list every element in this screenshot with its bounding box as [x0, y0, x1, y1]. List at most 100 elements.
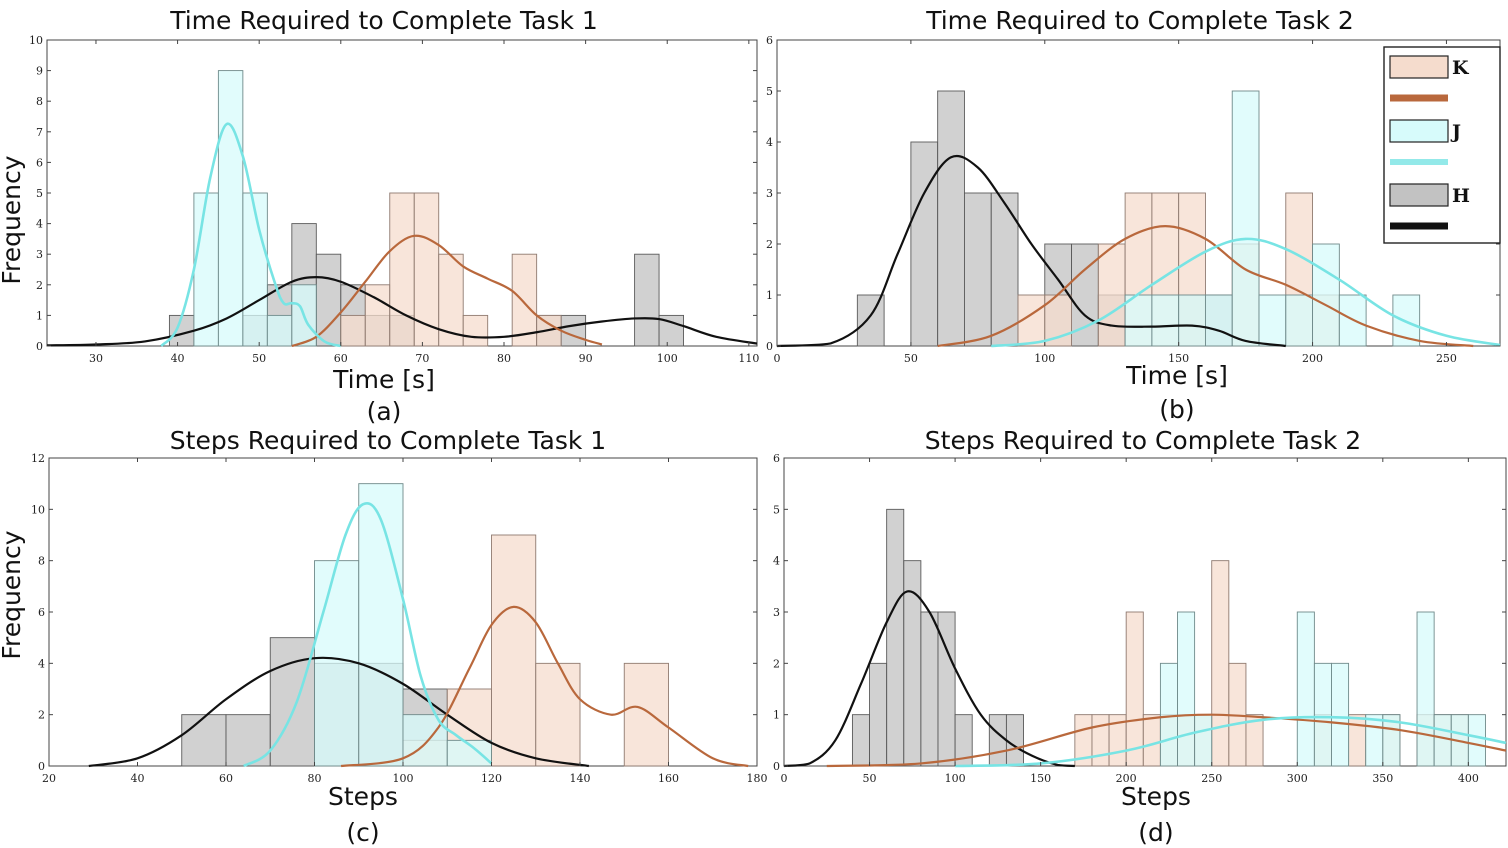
legend-label-j: J	[1450, 121, 1461, 143]
bar-h	[181, 714, 227, 767]
legend-label-k: K	[1452, 57, 1470, 79]
bar-j	[1296, 611, 1315, 767]
x-tick-label: 40	[131, 772, 145, 785]
y-tick-label: 3	[766, 187, 773, 200]
panel-d-plot: 0 50 100 150 200 250 300 350 400 0 1 2 3 4 5 6	[773, 452, 1507, 785]
y-tick-label: 4	[38, 657, 45, 670]
bar-k	[1348, 714, 1367, 767]
x-tick-label: 40	[171, 352, 185, 365]
panel-c-xlabel: Steps	[328, 782, 398, 811]
bar-h	[937, 611, 956, 767]
bar-k	[389, 192, 415, 347]
x-tick-label: 80	[308, 772, 322, 785]
x-tick-label: 70	[415, 352, 429, 365]
x-tick-label: 50	[252, 352, 266, 365]
y-tick-label: 5	[36, 187, 43, 200]
panel-b-caption: (b)	[1159, 395, 1194, 424]
bar-j	[1159, 662, 1178, 767]
y-tick-label: 3	[773, 606, 780, 619]
panel-a-ylabel: Frequency	[0, 155, 26, 284]
y-tick-label: 9	[36, 65, 43, 78]
bar-h	[851, 714, 870, 767]
bar-h	[963, 192, 992, 347]
x-tick-label: 20	[42, 772, 56, 785]
bar-h	[634, 253, 660, 347]
bar-h	[886, 508, 905, 767]
bar-k	[413, 192, 440, 347]
y-tick-label: 8	[36, 95, 43, 108]
bar-j	[1313, 662, 1332, 767]
bar-j	[1194, 714, 1213, 767]
bar-h	[937, 90, 965, 347]
x-tick-label: 250	[1436, 352, 1457, 365]
x-tick-label: 30	[89, 352, 103, 365]
y-tick-label: 12	[31, 452, 45, 465]
x-tick-label: 80	[497, 352, 511, 365]
legend: K J H	[1383, 46, 1501, 244]
y-tick-label: 2	[773, 657, 780, 670]
bar-j	[1467, 714, 1486, 767]
x-tick-label: 180	[747, 772, 768, 785]
bar-k	[1097, 243, 1126, 347]
density-curve-k	[937, 225, 1474, 348]
y-tick-label: 10	[31, 503, 45, 516]
x-tick-label: 150	[1030, 772, 1051, 785]
x-tick-label: 300	[1287, 772, 1308, 785]
density-curve-h	[88, 656, 590, 768]
bar-h	[856, 294, 885, 347]
x-tick-label: 60	[334, 352, 348, 365]
bar-j	[1177, 611, 1196, 767]
y-tick-label: 8	[38, 555, 45, 568]
legend-box	[1383, 46, 1501, 244]
panel-c: Steps Required to Complete Task 1 20 40 60…	[0, 426, 768, 847]
y-tick-label: 4	[36, 218, 43, 231]
y-tick-label: 5	[766, 85, 773, 98]
bar-h	[920, 611, 939, 767]
x-tick-label: 60	[219, 772, 233, 785]
bar-k	[1091, 714, 1110, 767]
density-curve-j	[243, 502, 493, 768]
x-tick-label: 400	[1458, 772, 1479, 785]
density-curve-h	[783, 590, 1075, 768]
bar-h	[988, 714, 1007, 767]
bar-j	[217, 70, 244, 347]
density-curve-h	[776, 154, 1286, 348]
y-tick-label: 0	[36, 340, 43, 353]
bar-k	[511, 253, 538, 347]
x-tick-label: 100	[1034, 352, 1055, 365]
y-tick-label: 5	[773, 503, 780, 516]
panel-a-plot: 30 40 50 60 70 80 90 100 110 0 1 2 3 4 5 6 7 8 9 10	[29, 34, 759, 365]
bar-j	[193, 192, 219, 347]
panel-b-plot: 0 50 100 150 200 250 0 1 2 3 4 5 6	[766, 34, 1501, 365]
y-tick-label: 2	[766, 238, 773, 251]
density-curve-k	[291, 234, 603, 348]
panel-a-caption: (a)	[367, 397, 402, 426]
bar-h	[869, 662, 888, 767]
y-tick-label: 10	[29, 34, 43, 47]
bar-k	[1142, 714, 1161, 767]
panel-b-title: Time Required to Complete Task 2	[925, 6, 1354, 35]
bar-j	[358, 483, 404, 767]
legend-swatch-j	[1389, 119, 1449, 143]
density-curve-j	[160, 122, 342, 348]
x-tick-label: 0	[774, 352, 781, 365]
bar-k	[1125, 611, 1144, 767]
legend-swatch-h	[1389, 183, 1449, 207]
y-tick-label: 0	[773, 760, 780, 773]
density-curve-j	[991, 237, 1501, 348]
panel-a-xlabel: Time [s]	[332, 365, 435, 394]
bar-j	[1178, 294, 1206, 347]
panel-b: Time Required to Complete Task 2 0 50 100 1…	[766, 6, 1501, 424]
legend-label-h: H	[1452, 185, 1470, 207]
bar-k	[340, 314, 366, 347]
legend-swatch-k	[1389, 55, 1449, 79]
panel-c-ylabel: Frequency	[0, 530, 26, 659]
density-curve-j	[955, 715, 1507, 768]
bar-j	[1416, 611, 1435, 767]
x-tick-label: 100	[657, 352, 678, 365]
x-tick-label: 50	[904, 352, 918, 365]
x-tick-label: 100	[393, 772, 414, 785]
density-curve-h	[46, 276, 758, 347]
y-tick-label: 6	[766, 34, 773, 47]
